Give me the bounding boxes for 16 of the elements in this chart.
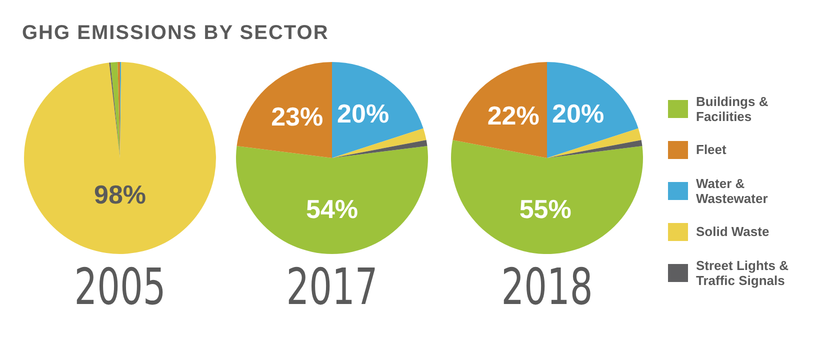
data-label: 22% — [487, 100, 540, 130]
legend-label: Solid Waste — [696, 224, 770, 239]
data-label: 20% — [552, 98, 604, 128]
text: 2005 — [73, 258, 167, 316]
text: 2017 — [285, 258, 379, 316]
text: 2018 — [500, 258, 594, 316]
data-label: 55% — [519, 194, 572, 224]
legend-label: Water & Wastewater — [696, 176, 769, 206]
chart-title: GHG EMISSIONS BY SECTOR — [22, 22, 329, 45]
legend-label: Buildings & Facilities — [696, 94, 770, 124]
legend-label: Street Lights & Traffic Signals — [696, 258, 790, 288]
data-label: 98% — [94, 180, 146, 210]
data-label: 23% — [271, 102, 324, 132]
data-label: 54% — [306, 194, 358, 224]
legend-label: Fleet — [696, 142, 728, 157]
data-label: 20% — [337, 98, 390, 128]
